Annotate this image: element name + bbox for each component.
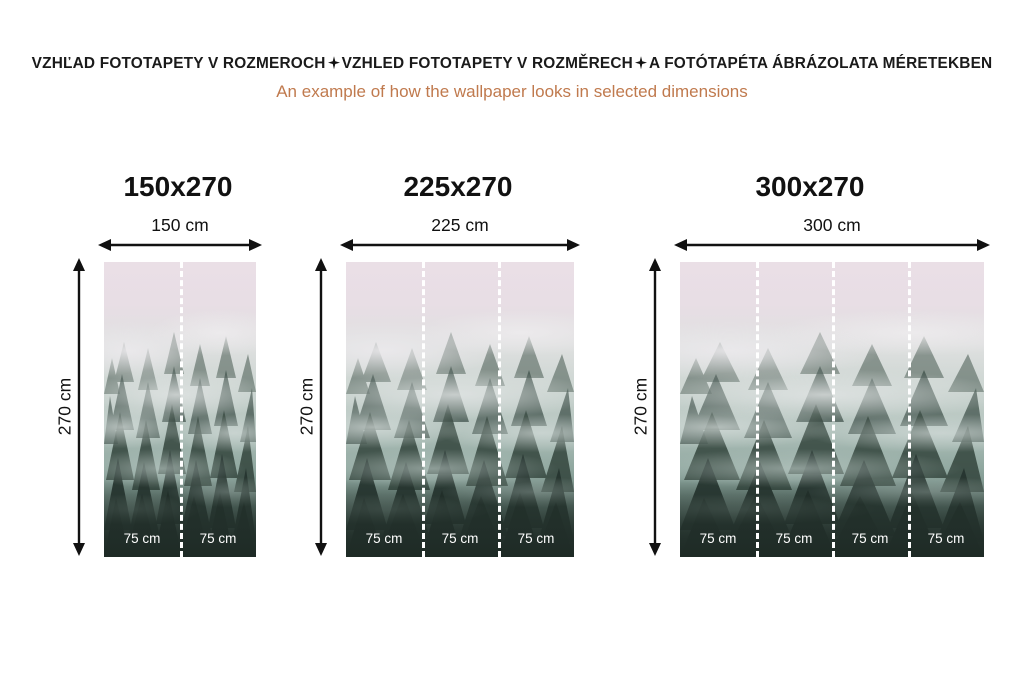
strip-divider: [180, 262, 183, 557]
sparkle-icon: [633, 55, 649, 71]
height-label: 270 cm: [630, 377, 651, 436]
panel-300x270: 300x270 300 cm 270 cm: [608, 170, 990, 570]
wallpaper-preview: 75 cm 75 cm 75 cm: [346, 262, 574, 557]
panel-225x270: 225x270 225 cm 270 cm: [296, 170, 596, 570]
strip-label: 75 cm: [365, 531, 403, 546]
strip-label: 75 cm: [699, 531, 737, 546]
strip-divider: [908, 262, 911, 557]
strip-label: 75 cm: [123, 531, 161, 546]
strip-label: 75 cm: [199, 531, 237, 546]
width-label: 300 cm: [803, 215, 861, 235]
strip-divider: [756, 262, 759, 557]
title-segment-sk: VZHĽAD FOTOTAPETY V ROZMEROCH: [31, 55, 326, 72]
header: VZHĽAD FOTOTAPETY V ROZMEROCH VZHLED FOTO…: [0, 0, 1024, 110]
width-arrow-icon: [674, 238, 990, 252]
strip-label: 75 cm: [775, 531, 813, 546]
strip-label: 75 cm: [441, 531, 479, 546]
panel-title: 225x270: [403, 171, 513, 202]
forest-floor-shadow: [346, 480, 574, 557]
strip-label: 75 cm: [517, 531, 555, 546]
height-arrow-icon: [648, 258, 662, 556]
panel-title: 150x270: [123, 171, 233, 202]
wallpaper-preview: 75 cm 75 cm: [104, 262, 256, 557]
strip-divider: [422, 262, 425, 557]
strip-divider: [498, 262, 501, 557]
height-arrow-icon: [72, 258, 86, 556]
height-arrow-icon: [314, 258, 328, 556]
page-subtitle: An example of how the wallpaper looks in…: [276, 82, 748, 101]
height-label: 270 cm: [54, 377, 75, 436]
strip-label: 75 cm: [851, 531, 889, 546]
title-segment-cz: VZHLED FOTOTAPETY V ROZMĚRECH: [341, 55, 633, 72]
strip-divider: [832, 262, 835, 557]
sparkle-icon: [326, 55, 342, 71]
width-label: 225 cm: [431, 215, 489, 235]
panel-150x270: 150x270 150 cm 270 cm: [40, 170, 292, 570]
strip-label: 75 cm: [927, 531, 965, 546]
title-segment-hu: A FOTÓTAPÉTA ÁBRÁZOLATA MÉRETEKBEN: [648, 55, 993, 72]
page-title: VZHĽAD FOTOTAPETY V ROZMEROCH VZHLED FOTO…: [0, 54, 1024, 74]
width-arrow-icon: [340, 238, 580, 252]
width-label: 150 cm: [151, 215, 209, 235]
width-arrow-icon: [98, 238, 262, 252]
height-label: 270 cm: [296, 377, 317, 436]
wallpaper-preview: 75 cm 75 cm 75 cm 75 cm: [680, 262, 984, 557]
panel-title: 300x270: [755, 171, 865, 202]
